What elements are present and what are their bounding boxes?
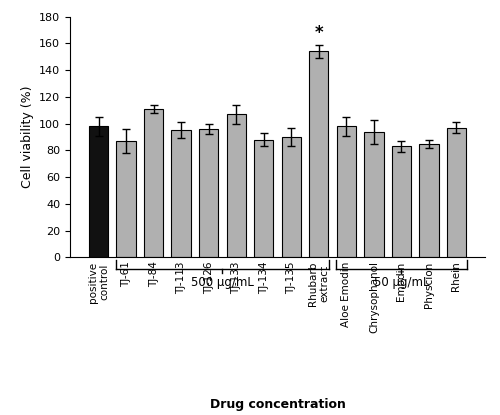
Bar: [309, 51, 328, 257]
Text: Drug concentration: Drug concentration: [210, 398, 346, 411]
Text: 50 μg/mL: 50 μg/mL: [374, 276, 429, 289]
Bar: [226, 114, 246, 257]
Bar: [282, 137, 301, 257]
Bar: [420, 144, 438, 257]
Bar: [172, 130, 191, 257]
Bar: [254, 139, 274, 257]
Bar: [116, 141, 136, 257]
Bar: [199, 129, 218, 257]
Bar: [336, 126, 356, 257]
Text: *: *: [314, 24, 323, 42]
Text: 500 μg/mL: 500 μg/mL: [191, 276, 254, 289]
Bar: [447, 127, 466, 257]
Bar: [392, 146, 411, 257]
Bar: [89, 126, 108, 257]
Bar: [364, 132, 384, 257]
Bar: [144, 109, 163, 257]
Y-axis label: Cell viability (%): Cell viability (%): [20, 86, 34, 188]
